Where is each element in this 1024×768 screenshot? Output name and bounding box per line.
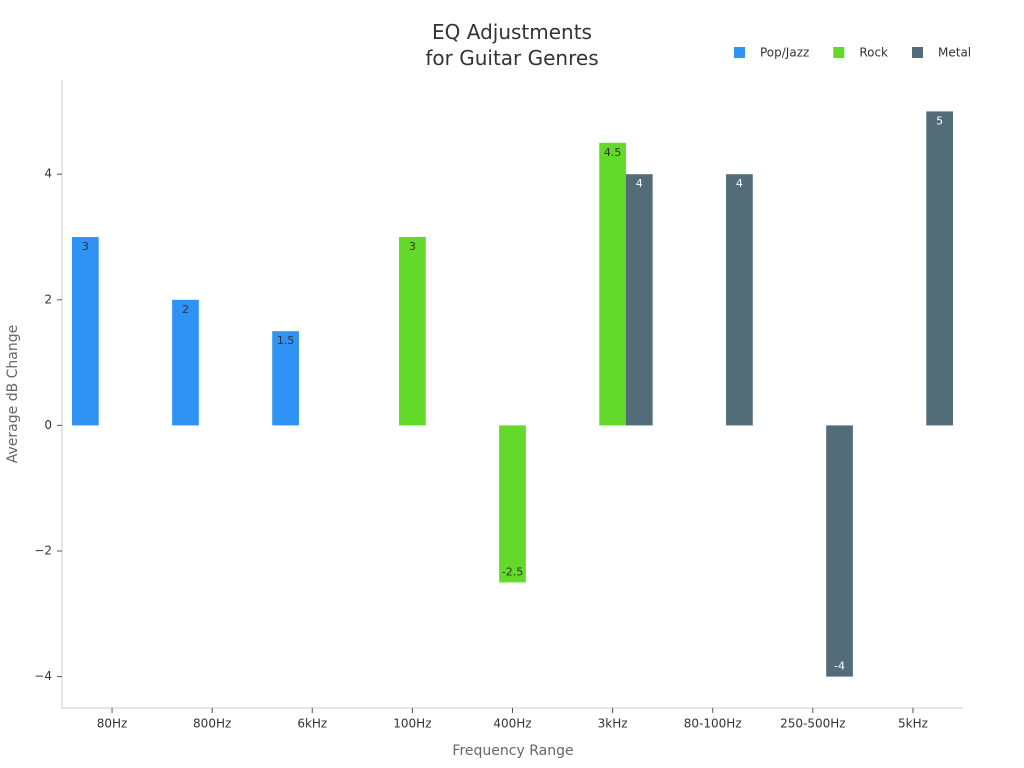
legend-swatch bbox=[912, 47, 923, 58]
x-tick-label: 250-500Hz bbox=[780, 717, 845, 731]
y-tick-label: −4 bbox=[34, 669, 52, 683]
y-tick-label: 0 bbox=[44, 418, 52, 432]
x-tick-label: 6kHz bbox=[297, 717, 327, 731]
y-tick-label: −2 bbox=[34, 544, 52, 558]
bar bbox=[625, 174, 653, 426]
title-line: for Guitar Genres bbox=[425, 46, 598, 70]
y-tick-label: 2 bbox=[44, 292, 52, 306]
x-tick-label: 400Hz bbox=[493, 717, 531, 731]
y-axis-label: Average dB Change bbox=[5, 325, 21, 463]
bar bbox=[599, 142, 626, 426]
legend-label: Pop/Jazz bbox=[760, 46, 809, 60]
title-line: EQ Adjustments bbox=[432, 20, 592, 44]
data-label: -4 bbox=[834, 660, 845, 673]
legend-label: Rock bbox=[859, 46, 888, 60]
data-label: 1.5 bbox=[277, 334, 295, 347]
data-label: 2 bbox=[182, 303, 189, 316]
bar bbox=[272, 331, 299, 426]
data-label: 4.5 bbox=[604, 146, 622, 159]
bar bbox=[826, 425, 853, 677]
chart-title: EQ Adjustments bbox=[432, 20, 592, 44]
y-tick-label: 4 bbox=[44, 167, 52, 181]
bar bbox=[926, 111, 953, 426]
x-tick-label: 5kHz bbox=[898, 717, 928, 731]
x-tick-label: 800Hz bbox=[193, 717, 231, 731]
bar bbox=[726, 174, 753, 426]
chart-title: for Guitar Genres bbox=[425, 46, 598, 70]
data-label: 4 bbox=[636, 177, 643, 190]
legend-label: Metal bbox=[938, 46, 971, 60]
data-label: 3 bbox=[82, 240, 89, 253]
bar bbox=[72, 237, 99, 426]
bar bbox=[172, 299, 199, 426]
x-axis-label: Frequency Range bbox=[452, 743, 573, 759]
x-tick-label: 80Hz bbox=[97, 717, 128, 731]
data-label: 4 bbox=[736, 177, 743, 190]
data-label: -2.5 bbox=[502, 565, 523, 578]
data-label: 3 bbox=[409, 240, 416, 253]
legend-swatch bbox=[734, 47, 745, 58]
bar bbox=[399, 237, 426, 426]
legend-swatch bbox=[833, 47, 845, 58]
x-tick-label: 80-100Hz bbox=[684, 717, 742, 731]
x-tick-label: 100Hz bbox=[393, 717, 431, 731]
data-label: 5 bbox=[936, 114, 943, 127]
x-tick-label: 3kHz bbox=[598, 717, 628, 731]
bar bbox=[499, 425, 526, 583]
